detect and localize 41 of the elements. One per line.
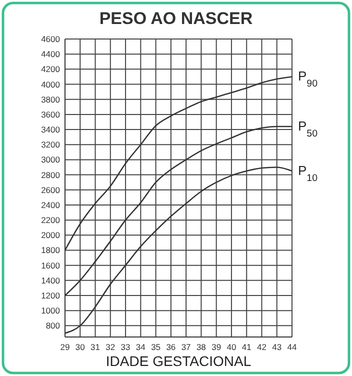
y-tick-label: 3800: [41, 94, 60, 104]
y-tick-label: 4000: [41, 79, 60, 90]
y-tick-label: 2800: [41, 170, 60, 180]
x-tick-label: 42: [257, 342, 267, 352]
y-tick-label: 1400: [41, 275, 60, 286]
y-tick-label: 3200: [41, 140, 60, 150]
x-tick-label: 34: [136, 342, 146, 352]
x-tick-label: 44: [287, 342, 297, 352]
x-tick-label: 33: [120, 342, 131, 352]
y-tick-label: 1800: [41, 245, 60, 256]
chart-title: PESO AO NASCER: [99, 9, 253, 28]
y-tick-label: 3600: [41, 109, 60, 120]
y-tick-label: 2600: [41, 184, 60, 195]
y-tick-label: 2200: [41, 215, 60, 226]
x-tick-label: 30: [75, 342, 86, 352]
y-tick-label: 4600: [41, 34, 60, 44]
x-tick-label: 37: [181, 342, 192, 352]
y-tick-label: 1000: [41, 306, 60, 316]
x-axis-title: IDADE GESTACIONAL: [106, 353, 252, 369]
y-tick-label: 2000: [41, 230, 60, 240]
x-tick-label: 40: [226, 342, 236, 352]
x-tick-label: 36: [166, 342, 176, 352]
y-tick-label: 2400: [41, 200, 60, 210]
series-label: P$_{50}$: [298, 118, 318, 140]
x-tick-label: 43: [272, 342, 282, 352]
series-label: P$_{10}$: [298, 163, 318, 184]
x-tick-label: 38: [196, 342, 206, 352]
series-label: P$_{90}$: [298, 68, 318, 90]
x-tick-label: 32: [106, 342, 116, 352]
x-tick-label: 41: [242, 342, 252, 352]
y-tick-label: 800: [46, 320, 60, 331]
y-tick-label: 3400: [41, 124, 60, 135]
y-tick-label: 3000: [41, 154, 60, 165]
x-tick-label: 31: [90, 342, 100, 352]
y-tick-label: 4400: [41, 49, 60, 60]
y-tick-label: 1200: [41, 290, 60, 301]
y-tick-label: 1600: [41, 260, 60, 270]
y-tick-label: 4200: [41, 64, 60, 74]
x-tick-label: 35: [151, 342, 161, 352]
x-tick-label: 29: [60, 342, 70, 352]
x-tick-label: 39: [212, 342, 222, 352]
